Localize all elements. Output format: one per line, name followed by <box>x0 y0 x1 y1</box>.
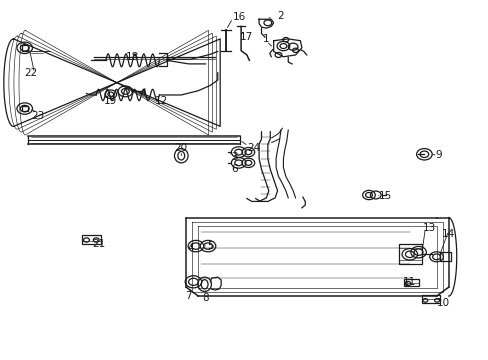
Text: 2: 2 <box>277 11 284 21</box>
Text: 7: 7 <box>185 291 191 301</box>
Text: 22: 22 <box>24 68 37 78</box>
Text: 19: 19 <box>104 96 117 107</box>
Text: 23: 23 <box>31 111 44 121</box>
Text: 10: 10 <box>436 298 449 308</box>
Bar <box>421 296 440 303</box>
Text: 4: 4 <box>187 243 194 253</box>
Bar <box>81 235 101 244</box>
Text: 21: 21 <box>92 239 105 249</box>
Text: 3: 3 <box>231 152 238 162</box>
Text: 14: 14 <box>441 229 454 239</box>
Text: 15: 15 <box>378 191 391 201</box>
Bar <box>440 252 450 261</box>
Text: 6: 6 <box>231 164 238 174</box>
Bar <box>22 45 28 51</box>
Text: 5: 5 <box>207 241 213 251</box>
Text: 16: 16 <box>233 13 246 22</box>
Bar <box>403 279 418 287</box>
Text: 8: 8 <box>202 293 208 303</box>
Text: 17: 17 <box>240 32 253 42</box>
Text: 18: 18 <box>126 52 139 62</box>
Text: 1: 1 <box>263 34 269 44</box>
Text: 11: 11 <box>403 277 416 287</box>
Text: 24: 24 <box>247 143 260 153</box>
Text: 12: 12 <box>155 96 168 107</box>
Text: 9: 9 <box>435 150 442 160</box>
Text: 20: 20 <box>174 143 187 153</box>
Bar <box>398 244 422 264</box>
Text: 13: 13 <box>422 223 435 233</box>
Bar <box>22 106 28 111</box>
